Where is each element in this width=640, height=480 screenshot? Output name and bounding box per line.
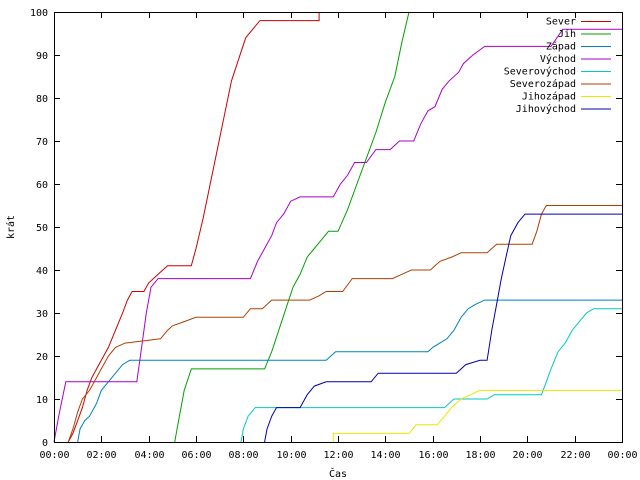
legend-label: Jih bbox=[558, 29, 576, 40]
series-line-6 bbox=[67, 205, 622, 443]
series-line-1 bbox=[67, 12, 320, 443]
y-tick-label: 80 bbox=[36, 94, 48, 105]
legend-label: Východ bbox=[540, 53, 576, 65]
legend-label: Západ bbox=[546, 41, 576, 53]
x-tick-label: 08:00 bbox=[228, 450, 258, 461]
y-axis-title: krát bbox=[5, 215, 17, 239]
tick-labels: 0 10 20 30 40 50 60 70 80 90 100 00:00 02:00 04:00 06:… bbox=[30, 8, 638, 461]
y-tick-label: 10 bbox=[36, 395, 48, 406]
y-tick-label: 60 bbox=[36, 180, 48, 191]
x-tick-label: 10:00 bbox=[276, 450, 306, 461]
x-tick-label: 22:00 bbox=[560, 450, 590, 461]
legend-label: Severovýchod bbox=[504, 66, 576, 78]
series-line-2 bbox=[174, 11, 410, 443]
series-line-3 bbox=[77, 299, 622, 443]
x-tick-label: 06:00 bbox=[181, 450, 211, 461]
x-tick-label: 14:00 bbox=[370, 450, 400, 461]
legend: SeverJihZápadVýchodSeverovýchodSeverozáp… bbox=[504, 17, 611, 115]
series-line-7 bbox=[332, 389, 622, 442]
series-lines bbox=[53, 11, 622, 443]
series-line-4 bbox=[53, 28, 622, 443]
x-tick-label: 04:00 bbox=[134, 450, 164, 461]
y-tick-label: 20 bbox=[36, 352, 48, 363]
x-tick-label: 00:00 bbox=[39, 450, 69, 461]
legend-label: Sever bbox=[546, 17, 576, 28]
x-tick-label: 02:00 bbox=[86, 450, 116, 461]
axis-ticks bbox=[54, 12, 623, 443]
legend-label: Jihozápad bbox=[522, 91, 576, 103]
series-line-8 bbox=[264, 213, 622, 443]
y-tick-label: 30 bbox=[36, 309, 48, 320]
x-tick-label: 12:00 bbox=[323, 450, 353, 461]
y-tick-label: 40 bbox=[36, 266, 48, 277]
x-tick-label: 16:00 bbox=[418, 450, 448, 461]
y-tick-label: 100 bbox=[30, 8, 48, 19]
y-tick-label: 0 bbox=[42, 438, 48, 449]
y-tick-label: 70 bbox=[36, 137, 48, 148]
series-line-5 bbox=[240, 308, 622, 443]
x-tick-label: 20:00 bbox=[512, 450, 542, 461]
y-tick-label: 50 bbox=[36, 223, 48, 234]
x-tick-label: 00:00 bbox=[607, 450, 637, 461]
x-axis-title: Čas bbox=[329, 467, 347, 480]
y-tick-label: 90 bbox=[36, 51, 48, 62]
x-tick-label: 18:00 bbox=[465, 450, 495, 461]
legend-label: Jihovýchod bbox=[516, 103, 576, 115]
legend-label: Severozápad bbox=[510, 78, 576, 90]
